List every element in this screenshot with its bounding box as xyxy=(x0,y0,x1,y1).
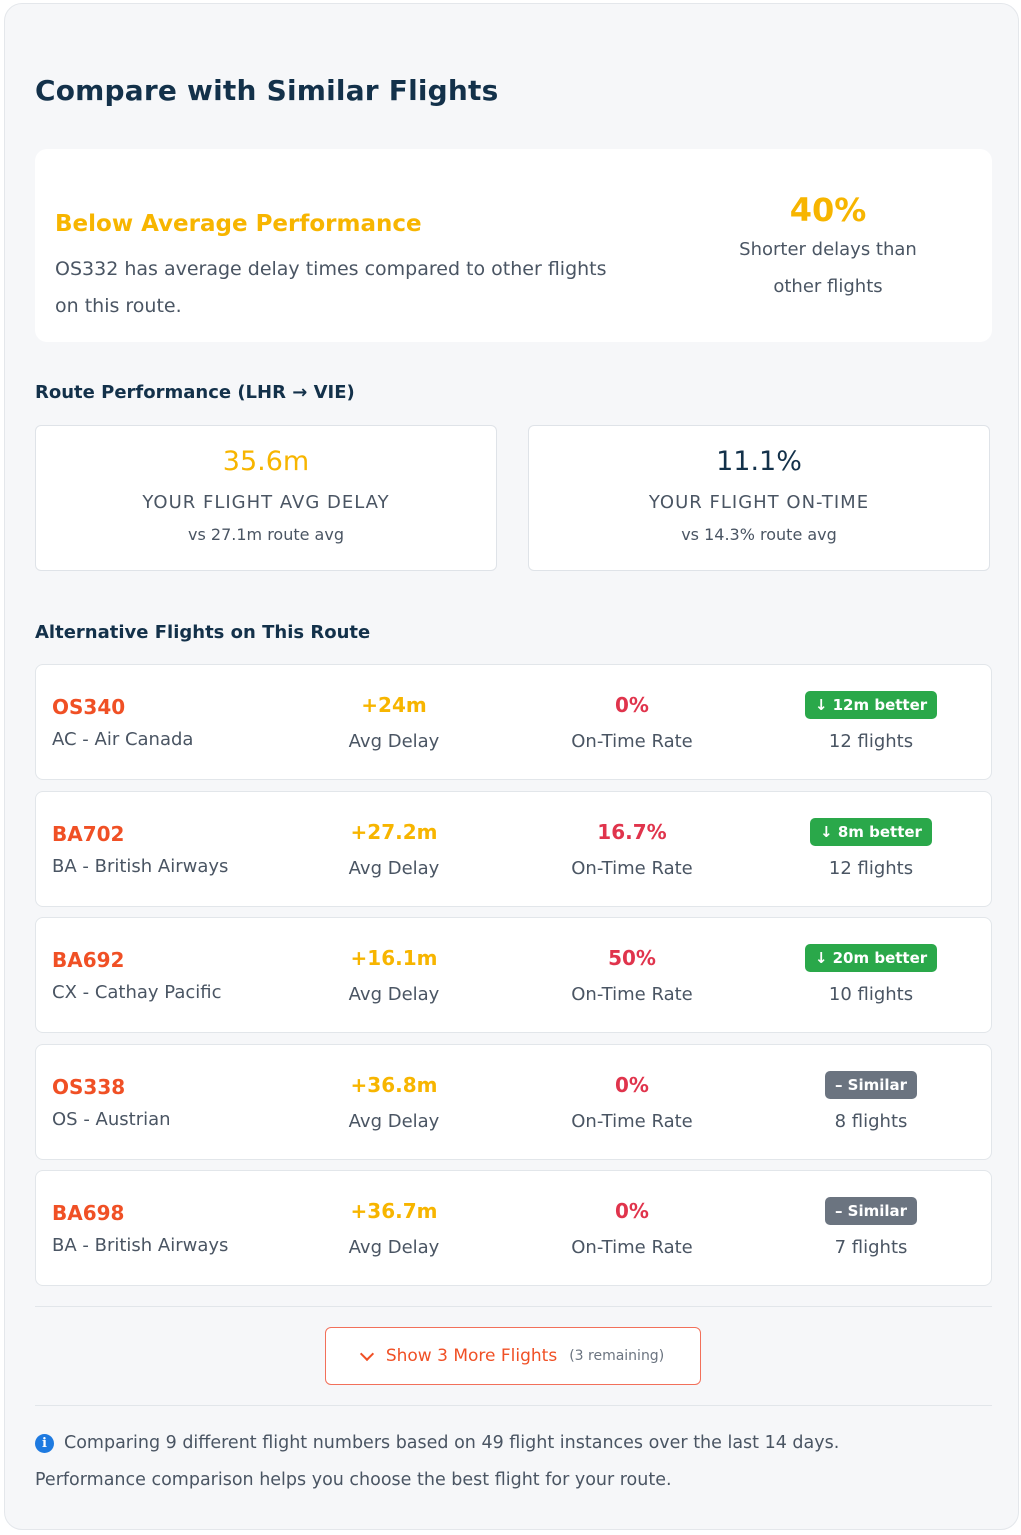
comparison-badge: ↓ 20m better xyxy=(804,944,938,972)
flight-count: 10 flights xyxy=(828,984,914,1005)
avg-delay-card: 35.6m YOUR FLIGHT AVG DELAY vs 27.1m rou… xyxy=(35,425,497,571)
comparison-badge: – Similar xyxy=(824,1197,918,1225)
flight-row[interactable]: BA692 CX - Cathay Pacific +16.1m Avg Delay 5… xyxy=(35,917,992,1033)
show-more-label: Show 3 More Flights xyxy=(385,1346,558,1366)
summary-heading: Below Average Performance xyxy=(55,211,422,237)
flight-count: 12 flights xyxy=(828,858,914,879)
avg-delay-label: Avg Delay xyxy=(348,858,440,879)
on-time-rate-value: 0% xyxy=(615,1199,649,1223)
footer-info: i Comparing 9 different flight numbers b… xyxy=(35,1433,839,1453)
footer-line-1: Comparing 9 different flight numbers bas… xyxy=(64,1433,840,1453)
flight-row[interactable]: BA698 BA - British Airways +36.7m Avg Delay… xyxy=(35,1170,992,1286)
flight-code: BA698 xyxy=(52,1201,125,1225)
airline-name: BA - British Airways xyxy=(52,856,229,877)
airline-name: CX - Cathay Pacific xyxy=(52,982,222,1003)
avg-delay-value: +16.1m xyxy=(350,946,438,970)
avg-delay-value: 35.6m xyxy=(222,446,310,477)
on-time-rate-value: 0% xyxy=(615,693,649,717)
on-time-rate-label: On-Time Rate xyxy=(571,1237,693,1258)
chevron-down-icon xyxy=(359,1346,374,1361)
flight-count: 7 flights xyxy=(834,1237,908,1258)
airline-name: OS - Austrian xyxy=(52,1109,171,1130)
on-time-rate-label: On-Time Rate xyxy=(571,984,693,1005)
avg-delay-value: +27.2m xyxy=(350,820,438,844)
show-more-flights-button[interactable]: Show 3 More Flights (3 remaining) xyxy=(325,1327,701,1385)
divider xyxy=(35,1306,992,1307)
comparison-panel: Compare with Similar Flights Below Avera… xyxy=(4,3,1019,1530)
alternatives-title: Alternative Flights on This Route xyxy=(35,622,371,643)
comparison-badge-wrap: ↓ 20m better xyxy=(761,944,981,972)
on-time-rate-value: 0% xyxy=(615,1073,649,1097)
comparison-badge-wrap: ↓ 12m better xyxy=(761,691,981,719)
flight-code: OS338 xyxy=(52,1075,126,1099)
avg-delay-label: YOUR FLIGHT AVG DELAY xyxy=(142,492,390,513)
flight-code: OS340 xyxy=(52,695,126,719)
performance-summary-card: Below Average Performance OS332 has aver… xyxy=(35,149,992,342)
flight-row[interactable]: OS340 AC - Air Canada +24m Avg Delay 0% On-Ti… xyxy=(35,664,992,780)
on-time-rate-label: On-Time Rate xyxy=(571,1111,693,1132)
footer-line-2: Performance comparison helps you choose … xyxy=(35,1470,672,1490)
page-title: Compare with Similar Flights xyxy=(35,74,499,107)
flight-code: BA702 xyxy=(52,822,125,846)
avg-delay-value: +36.8m xyxy=(350,1073,438,1097)
avg-delay-label: Avg Delay xyxy=(348,1111,440,1132)
comparison-badge-wrap: – Similar xyxy=(761,1197,981,1225)
avg-delay-label: Avg Delay xyxy=(348,1237,440,1258)
avg-delay-label: Avg Delay xyxy=(348,984,440,1005)
avg-delay-value: +36.7m xyxy=(350,1199,438,1223)
on-time-rate-value: 50% xyxy=(608,946,656,970)
comparison-badge: ↓ 12m better xyxy=(804,691,938,719)
on-time-value: 11.1% xyxy=(716,446,802,477)
on-time-rate-label: On-Time Rate xyxy=(571,731,693,752)
on-time-rate-label: On-Time Rate xyxy=(571,858,693,879)
avg-delay-value: +24m xyxy=(361,693,427,717)
flight-count: 12 flights xyxy=(828,731,914,752)
comparison-badge-wrap: – Similar xyxy=(761,1071,981,1099)
on-time-comparison: vs 14.3% route avg xyxy=(681,525,837,544)
airline-name: BA - British Airways xyxy=(52,1235,229,1256)
avg-delay-comparison: vs 27.1m route avg xyxy=(188,525,344,544)
on-time-card: 11.1% YOUR FLIGHT ON-TIME vs 14.3% route… xyxy=(528,425,990,571)
info-icon: i xyxy=(35,1433,54,1453)
avg-delay-label: Avg Delay xyxy=(348,731,440,752)
flight-row[interactable]: OS338 OS - Austrian +36.8m Avg Delay 0% On-Ti… xyxy=(35,1044,992,1160)
remaining-count: (3 remaining) xyxy=(569,1348,665,1364)
flight-code: BA692 xyxy=(52,948,125,972)
on-time-rate-value: 16.7% xyxy=(597,820,667,844)
comparison-badge-wrap: ↓ 8m better xyxy=(761,818,981,846)
summary-percent: 40% xyxy=(789,191,867,229)
summary-description: OS332 has average delay times compared t… xyxy=(55,258,607,317)
comparison-badge: ↓ 8m better xyxy=(810,818,932,846)
flight-count: 8 flights xyxy=(834,1111,908,1132)
route-performance-title: Route Performance (LHR → VIE) xyxy=(35,382,355,403)
on-time-label: YOUR FLIGHT ON-TIME xyxy=(648,492,870,513)
summary-percent-label: Shorter delays than other flights xyxy=(739,239,917,297)
divider xyxy=(35,1405,992,1406)
airline-name: AC - Air Canada xyxy=(52,729,194,750)
flight-row[interactable]: BA702 BA - British Airways +27.2m Avg Delay… xyxy=(35,791,992,907)
comparison-badge: – Similar xyxy=(824,1071,918,1099)
